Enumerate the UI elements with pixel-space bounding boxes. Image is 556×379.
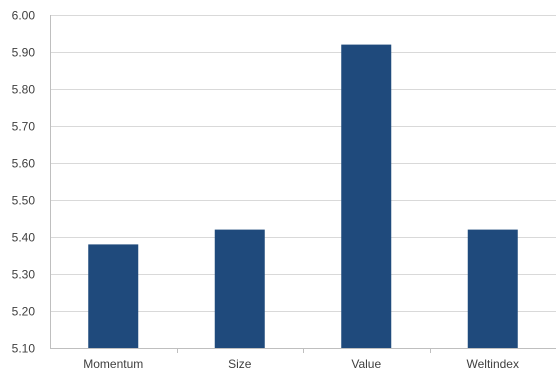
bar-size (214, 229, 265, 348)
y-tick-label: 5.70 (12, 120, 36, 134)
y-tick-label: 5.30 (12, 268, 36, 282)
y-tick-label: 5.40 (12, 231, 36, 245)
x-tick-label: Weltindex (467, 357, 519, 371)
bars (88, 44, 518, 348)
x-tick-labels: Momentum Size Value Weltindex (83, 357, 519, 371)
x-tick-label: Value (351, 357, 381, 371)
bar-momentum (88, 244, 139, 348)
y-tick-label: 6.00 (12, 9, 36, 23)
y-tick-label: 5.90 (12, 46, 36, 60)
y-tick-label: 5.10 (12, 342, 36, 356)
y-tick-label: 5.20 (12, 305, 36, 319)
x-tick-label: Size (228, 357, 252, 371)
axes (50, 15, 556, 353)
x-tick-label: Momentum (83, 357, 143, 371)
y-tick-labels: 5.10 5.20 5.30 5.40 5.50 5.60 5.70 5.80 5.90 6.00 (12, 9, 36, 356)
bar-weltindex (467, 229, 518, 348)
y-tick-label: 5.60 (12, 157, 36, 171)
y-tick-label: 5.50 (12, 194, 36, 208)
y-tick-label: 5.80 (12, 83, 36, 97)
bar-value (341, 44, 392, 348)
